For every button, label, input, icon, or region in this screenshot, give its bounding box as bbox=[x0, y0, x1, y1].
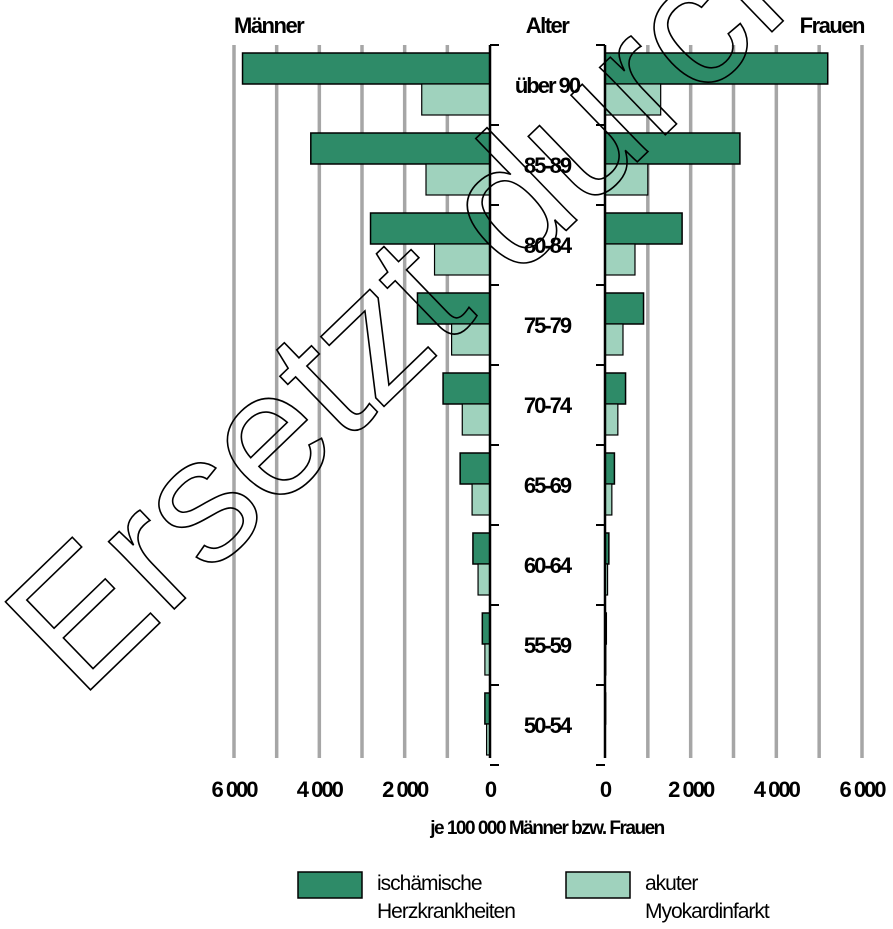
bar-men-infarct bbox=[461, 403, 491, 436]
age-label: 65-69 bbox=[524, 473, 572, 498]
bar-women-ischemic bbox=[604, 292, 645, 325]
age-label: 55-59 bbox=[524, 633, 572, 658]
legend-label-ischemic-line1: ischämische bbox=[377, 872, 482, 895]
tick-labels: 6 000 4 000 2 000 0 0 2 000 4 000 6 000 bbox=[211, 777, 888, 802]
bar-women-ischemic bbox=[604, 372, 627, 405]
tick-label-right: 6 000 bbox=[839, 777, 886, 802]
tick-label-left: 0 bbox=[485, 777, 497, 802]
bar-men-infarct bbox=[433, 243, 491, 276]
tick-label-left: 2 000 bbox=[382, 777, 429, 802]
bar-men-infarct bbox=[477, 563, 491, 596]
bar-men-ischemic bbox=[369, 212, 491, 245]
bars bbox=[241, 52, 829, 756]
bar-men-infarct bbox=[471, 483, 491, 516]
bar-men-ischemic bbox=[310, 132, 491, 165]
age-label: 60-64 bbox=[524, 553, 573, 578]
age-label: 50-54 bbox=[524, 713, 573, 738]
bar-men-infarct bbox=[451, 323, 491, 356]
age-label: 75-79 bbox=[524, 313, 572, 338]
legend: ischämische Herzkrankheiten akuter Myoka… bbox=[297, 871, 771, 923]
bar-women-infarct bbox=[604, 163, 649, 196]
tick-label-right: 0 bbox=[600, 777, 612, 802]
bar-men-ischemic bbox=[459, 452, 491, 485]
left-header: Männer bbox=[234, 13, 305, 38]
bar-women-infarct bbox=[604, 83, 662, 116]
x-axis-label: je 100 000 Männer bzw. Frauen bbox=[429, 818, 664, 839]
bar-women-ischemic bbox=[604, 452, 616, 485]
bar-women-infarct bbox=[604, 243, 636, 276]
age-label: 80-84 bbox=[524, 233, 573, 258]
legend-label-infarct-line2: Myokardinfarkt bbox=[645, 900, 770, 923]
legend-swatch-infarct bbox=[565, 871, 631, 899]
right-header: Frauen bbox=[800, 13, 865, 38]
axes bbox=[488, 44, 607, 766]
tick-label-right: 4 000 bbox=[754, 777, 801, 802]
bar-women-infarct bbox=[604, 323, 624, 356]
bar-women-ischemic bbox=[604, 212, 683, 245]
tick-label-right: 2 000 bbox=[668, 777, 715, 802]
age-label: über 90 bbox=[515, 73, 581, 98]
bar-men-infarct bbox=[421, 83, 491, 116]
age-label: 85-89 bbox=[524, 153, 572, 178]
bar-men-ischemic bbox=[241, 52, 491, 85]
legend-label-ischemic-line2: Herzkrankheiten bbox=[377, 900, 515, 923]
tick-label-left: 6 000 bbox=[211, 777, 258, 802]
age-label: 70-74 bbox=[524, 393, 573, 418]
legend-label-infarct-line1: akuter bbox=[645, 872, 698, 895]
center-header: Alter bbox=[526, 13, 571, 38]
bar-men-ischemic bbox=[472, 532, 491, 565]
bar-men-infarct bbox=[425, 163, 491, 196]
age-labels: über 90 85-89 80-84 75-79 70-74 65-69 60-64 55-… bbox=[515, 73, 583, 738]
bar-women-infarct bbox=[604, 403, 619, 436]
legend-swatch-ischemic bbox=[297, 871, 363, 899]
tick-label-left: 4 000 bbox=[297, 777, 344, 802]
bar-women-ischemic bbox=[604, 52, 829, 85]
